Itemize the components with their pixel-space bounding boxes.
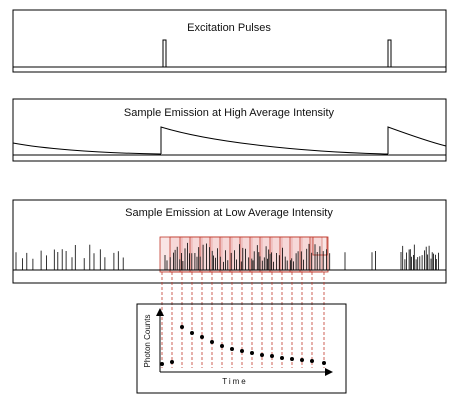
high-intensity-title: Sample Emission at High Average Intensit… — [124, 107, 335, 119]
histogram-point — [200, 335, 204, 339]
low-intensity-title: Sample Emission at Low Average Intensity — [125, 207, 333, 219]
histogram-point — [310, 359, 314, 363]
histogram-point — [260, 353, 264, 357]
decay-curve — [387, 126, 447, 154]
excitation-frame — [12, 9, 447, 73]
y-axis-label: Photon Counts — [143, 315, 152, 368]
decay-histogram: Photon Counts Time — [136, 303, 347, 394]
histogram-point — [290, 357, 294, 361]
histogram-point — [280, 356, 284, 360]
excitation-title: Excitation Pulses — [187, 22, 271, 34]
histogram-point — [160, 362, 164, 366]
histogram-point — [180, 325, 184, 329]
histogram-points — [160, 325, 326, 366]
histogram-point — [270, 354, 274, 358]
histogram-point — [240, 349, 244, 353]
low-intensity-panel: Sample Emission at Low Average Intensity — [12, 199, 447, 284]
histogram-point — [170, 360, 174, 364]
histogram-point — [300, 358, 304, 362]
histogram-point — [210, 340, 214, 344]
histogram-point — [190, 331, 194, 335]
excitation-pulse — [162, 39, 167, 68]
high-intensity-panel: Sample Emission at High Average Intensit… — [12, 98, 447, 162]
decay-curve — [12, 142, 162, 155]
bin-guides — [161, 272, 325, 368]
histogram-point — [230, 347, 234, 351]
histogram-point — [322, 361, 326, 365]
decay-curve — [160, 126, 389, 155]
excitation-panel: Excitation Pulses — [12, 9, 447, 73]
histogram-point — [220, 344, 224, 348]
photon-events — [15, 242, 439, 270]
histogram-point — [250, 351, 254, 355]
excitation-pulse — [387, 39, 392, 68]
high-intensity-frame — [12, 98, 447, 162]
histogram-frame — [136, 303, 347, 394]
x-axis-label: Time — [222, 377, 247, 386]
